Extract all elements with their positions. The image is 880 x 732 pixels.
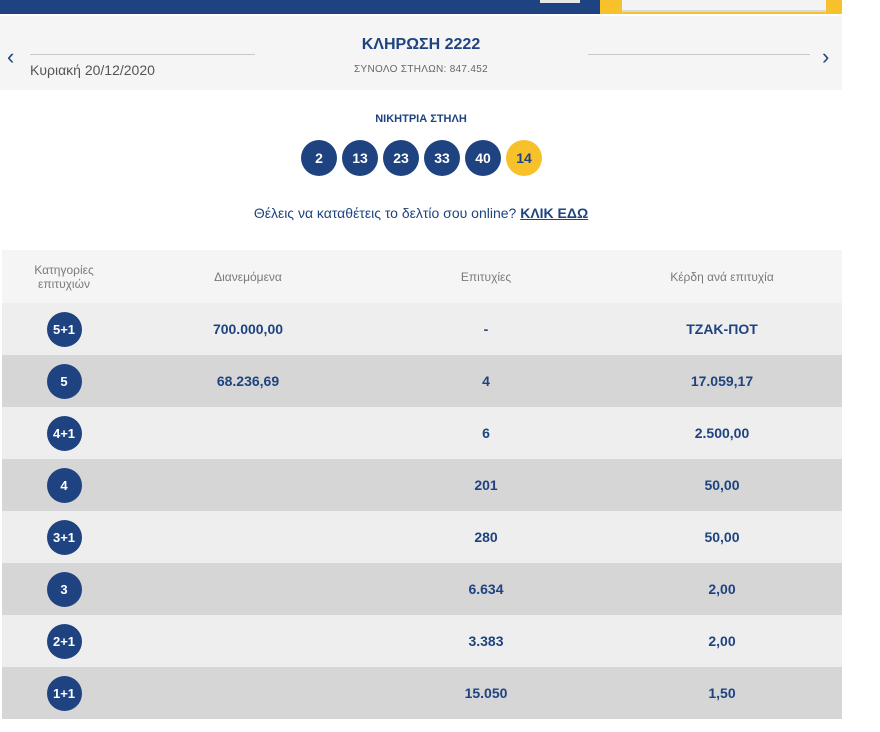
category-badge: 4: [46, 467, 82, 503]
chevron-left-icon[interactable]: ‹: [7, 44, 15, 69]
top-bar-blue-segment: [0, 0, 600, 14]
winners-cell: 280: [474, 529, 498, 545]
prize-cell: ΤΖΑΚ-ΠΟΤ: [686, 321, 758, 337]
table-row: 3 6.634 2,00: [2, 563, 842, 615]
header-winners: Επιτυχίες: [460, 269, 512, 284]
chevron-right-icon[interactable]: ›: [822, 44, 830, 69]
draw-date: Κυριακή 20/12/2020: [30, 62, 155, 78]
category-badge: 3: [46, 571, 82, 607]
draw-header: ‹ Κυριακή 20/12/2020 ΚΛΗΡΩΣΗ 2222 ΣΥΝΟΛΟ…: [0, 16, 842, 90]
winning-number-ball: 40: [465, 140, 501, 176]
category-cell: 5: [2, 355, 126, 407]
winning-number-ball: 33: [424, 140, 460, 176]
online-promo-text: Θέλεις να καταθέτεις το δελτίο σου onlin…: [253, 205, 517, 221]
prize-cell: 2,00: [708, 581, 736, 597]
winning-column-label: ΝΙΚΗΤΡΙΑ ΣΤΗΛΗ: [375, 113, 467, 125]
category-cell: 3+1: [2, 511, 126, 563]
top-navigation-bar: [0, 0, 842, 14]
category-badge: 3+1: [46, 519, 82, 555]
winners-cell: 4: [482, 373, 490, 389]
distributed-cell: [126, 459, 370, 511]
header-divider-left: [30, 54, 255, 55]
winners-cell: 3.383: [468, 633, 504, 649]
distributed-cell: [126, 563, 370, 615]
header-categories: Κατηγορίες επιτυχιών: [34, 262, 94, 291]
category-badge: 4+1: [46, 415, 82, 451]
table-row: 5 68.236,69 4 17.059,17: [2, 355, 842, 407]
table-row: 4+1 6 2.500,00: [2, 407, 842, 459]
category-cell: 2+1: [2, 615, 126, 667]
prize-table: Κατηγορίες επιτυχιών Διανεμόμενα Επιτυχί…: [2, 250, 842, 719]
table-row: 5+1 700.000,00 - ΤΖΑΚ-ΠΟΤ: [2, 303, 842, 355]
header-divider-right: [588, 54, 810, 55]
distributed-cell: 700.000,00: [212, 321, 284, 337]
category-badge: 5: [46, 363, 82, 399]
winners-cell: 6.634: [468, 581, 504, 597]
top-bar-tab[interactable]: [622, 0, 826, 12]
prize-table-header: Κατηγορίες επιτυχιών Διανεμόμενα Επιτυχί…: [2, 250, 842, 303]
winning-number-ball: 23: [383, 140, 419, 176]
winners-cell: 201: [474, 477, 498, 493]
prize-cell: 17.059,17: [690, 373, 754, 389]
winning-number-ball: 2: [301, 140, 337, 176]
category-badge: 1+1: [46, 675, 82, 711]
table-row: 1+1 15.050 1,50: [2, 667, 842, 719]
category-badge: 5+1: [46, 311, 82, 347]
category-cell: 1+1: [2, 667, 126, 719]
winning-numbers: 2 13 23 33 40 14: [301, 140, 542, 176]
distributed-cell: [126, 667, 370, 719]
distributed-cell: [126, 511, 370, 563]
header-distributed: Διανεμόμενα: [214, 269, 282, 284]
prize-cell: 50,00: [704, 529, 740, 545]
top-bar-divider: [540, 0, 580, 3]
prize-cell: 1,50: [708, 685, 736, 701]
winning-number-ball: 13: [342, 140, 378, 176]
category-cell: 4+1: [2, 407, 126, 459]
winners-cell: 15.050: [464, 685, 508, 701]
category-cell: 4: [2, 459, 126, 511]
table-row: 4 201 50,00: [2, 459, 842, 511]
winners-cell: -: [483, 321, 489, 337]
distributed-cell: 68.236,69: [216, 373, 280, 389]
category-badge: 2+1: [46, 623, 82, 659]
bonus-number-ball: 14: [506, 140, 542, 176]
prize-cell: 50,00: [704, 477, 740, 493]
online-promo: Θέλεις να καταθέτεις το δελτίο σου onlin…: [0, 205, 842, 221]
table-row: 2+1 3.383 2,00: [2, 615, 842, 667]
prize-cell: 2.500,00: [694, 425, 750, 441]
click-here-link[interactable]: ΚΛΙΚ ΕΔΩ: [520, 205, 589, 221]
draw-title: ΚΛΗΡΩΣΗ 2222: [361, 36, 481, 53]
category-cell: 3: [2, 563, 126, 615]
distributed-cell: [126, 407, 370, 459]
distributed-cell: [126, 615, 370, 667]
category-cell: 5+1: [2, 303, 126, 355]
header-prize-per-winner: Κέρδη ανά επιτυχία: [670, 269, 774, 284]
winners-cell: 6: [482, 425, 490, 441]
prize-cell: 2,00: [708, 633, 736, 649]
table-row: 3+1 280 50,00: [2, 511, 842, 563]
total-columns: ΣΥΝΟΛΟ ΣΤΗΛΩΝ: 847.452: [354, 64, 488, 75]
